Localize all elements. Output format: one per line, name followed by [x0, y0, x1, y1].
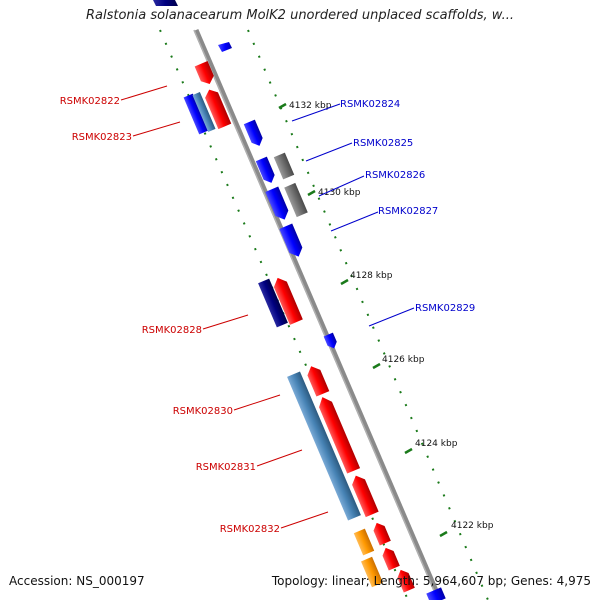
gene-rsmk02823-b[interactable]	[192, 92, 216, 132]
gene-label-rsmk02830[interactable]: RSMK02830	[173, 406, 233, 417]
gene-label-rsmk02822[interactable]: RSMK02822	[60, 96, 120, 107]
gene-label-rsmk02823[interactable]: RSMK02823	[72, 132, 132, 143]
backbone-line	[193, 29, 443, 600]
gene-bottom-red-3[interactable]	[395, 568, 415, 593]
kbp-label-4130: 4130 kbp	[318, 188, 361, 198]
gene-rsmk02827[interactable]	[279, 223, 305, 260]
kbp-label-4128: 4128 kbp	[350, 271, 393, 281]
kbp-ticks	[278, 102, 448, 538]
kbp-label-4124: 4124 kbp	[415, 439, 458, 449]
gene-rsmk02830[interactable]	[305, 363, 330, 397]
gene-label-rsmk02828[interactable]: RSMK02828	[142, 325, 202, 336]
gene-bottom-red-2[interactable]	[380, 546, 400, 571]
topology-text: Topology: linear; Length: 5,964,607 bp; …	[271, 574, 591, 588]
gene-rsmk02831[interactable]	[316, 394, 361, 474]
gene-label-rsmk02829[interactable]: RSMK02829	[415, 303, 475, 314]
right-leader-lines	[291, 103, 415, 327]
accession-text: Accession: NS_000197	[9, 574, 145, 588]
gene-rsmk02829[interactable]	[323, 332, 339, 351]
left-leader-lines	[120, 85, 329, 529]
gene-rsmk02828[interactable]	[271, 275, 303, 325]
gene-rsmk02828-navy[interactable]	[258, 278, 288, 328]
gene-bottom-orange-2[interactable]	[361, 556, 383, 588]
map-title: Ralstonia solanacearum MolK2 unordered u…	[85, 8, 514, 23]
gene-rsmk02831-steel[interactable]	[287, 371, 361, 521]
gene-rsmk02824[interactable]	[243, 119, 265, 149]
gene-rsmk02832[interactable]	[349, 473, 379, 518]
gene-label-rsmk02832[interactable]: RSMK02832	[220, 524, 280, 535]
gene-rsmk02825-gray[interactable]	[273, 152, 295, 180]
gene-rsmk02823-c[interactable]	[203, 87, 232, 130]
gene-label-rsmk02824[interactable]: RSMK02824	[340, 99, 400, 110]
gene-bottom-blue[interactable]	[426, 587, 446, 600]
kbp-label-4132: 4132 kbp	[289, 101, 332, 111]
gene-top-strip[interactable]	[153, 0, 232, 52]
gene-bottom-red-1[interactable]	[371, 521, 391, 546]
gene-label-rsmk02826[interactable]: RSMK02826	[365, 170, 425, 181]
gene-label-rsmk02827[interactable]: RSMK02827	[378, 206, 438, 217]
gene-rsmk02826-gray[interactable]	[284, 182, 308, 218]
gene-label-rsmk02825[interactable]: RSMK02825	[353, 138, 413, 149]
gene-rsmk02822[interactable]	[194, 61, 216, 87]
gene-rsmk02823-a[interactable]	[183, 93, 209, 135]
gene-bottom-orange-1[interactable]	[353, 528, 375, 556]
kbp-label-4126: 4126 kbp	[382, 355, 425, 365]
gene-label-rsmk02831[interactable]: RSMK02831	[196, 462, 256, 473]
gene-rsmk02826[interactable]	[265, 186, 291, 223]
kbp-label-4122: 4122 kbp	[451, 521, 494, 531]
gene-rsmk02825[interactable]	[255, 156, 277, 186]
